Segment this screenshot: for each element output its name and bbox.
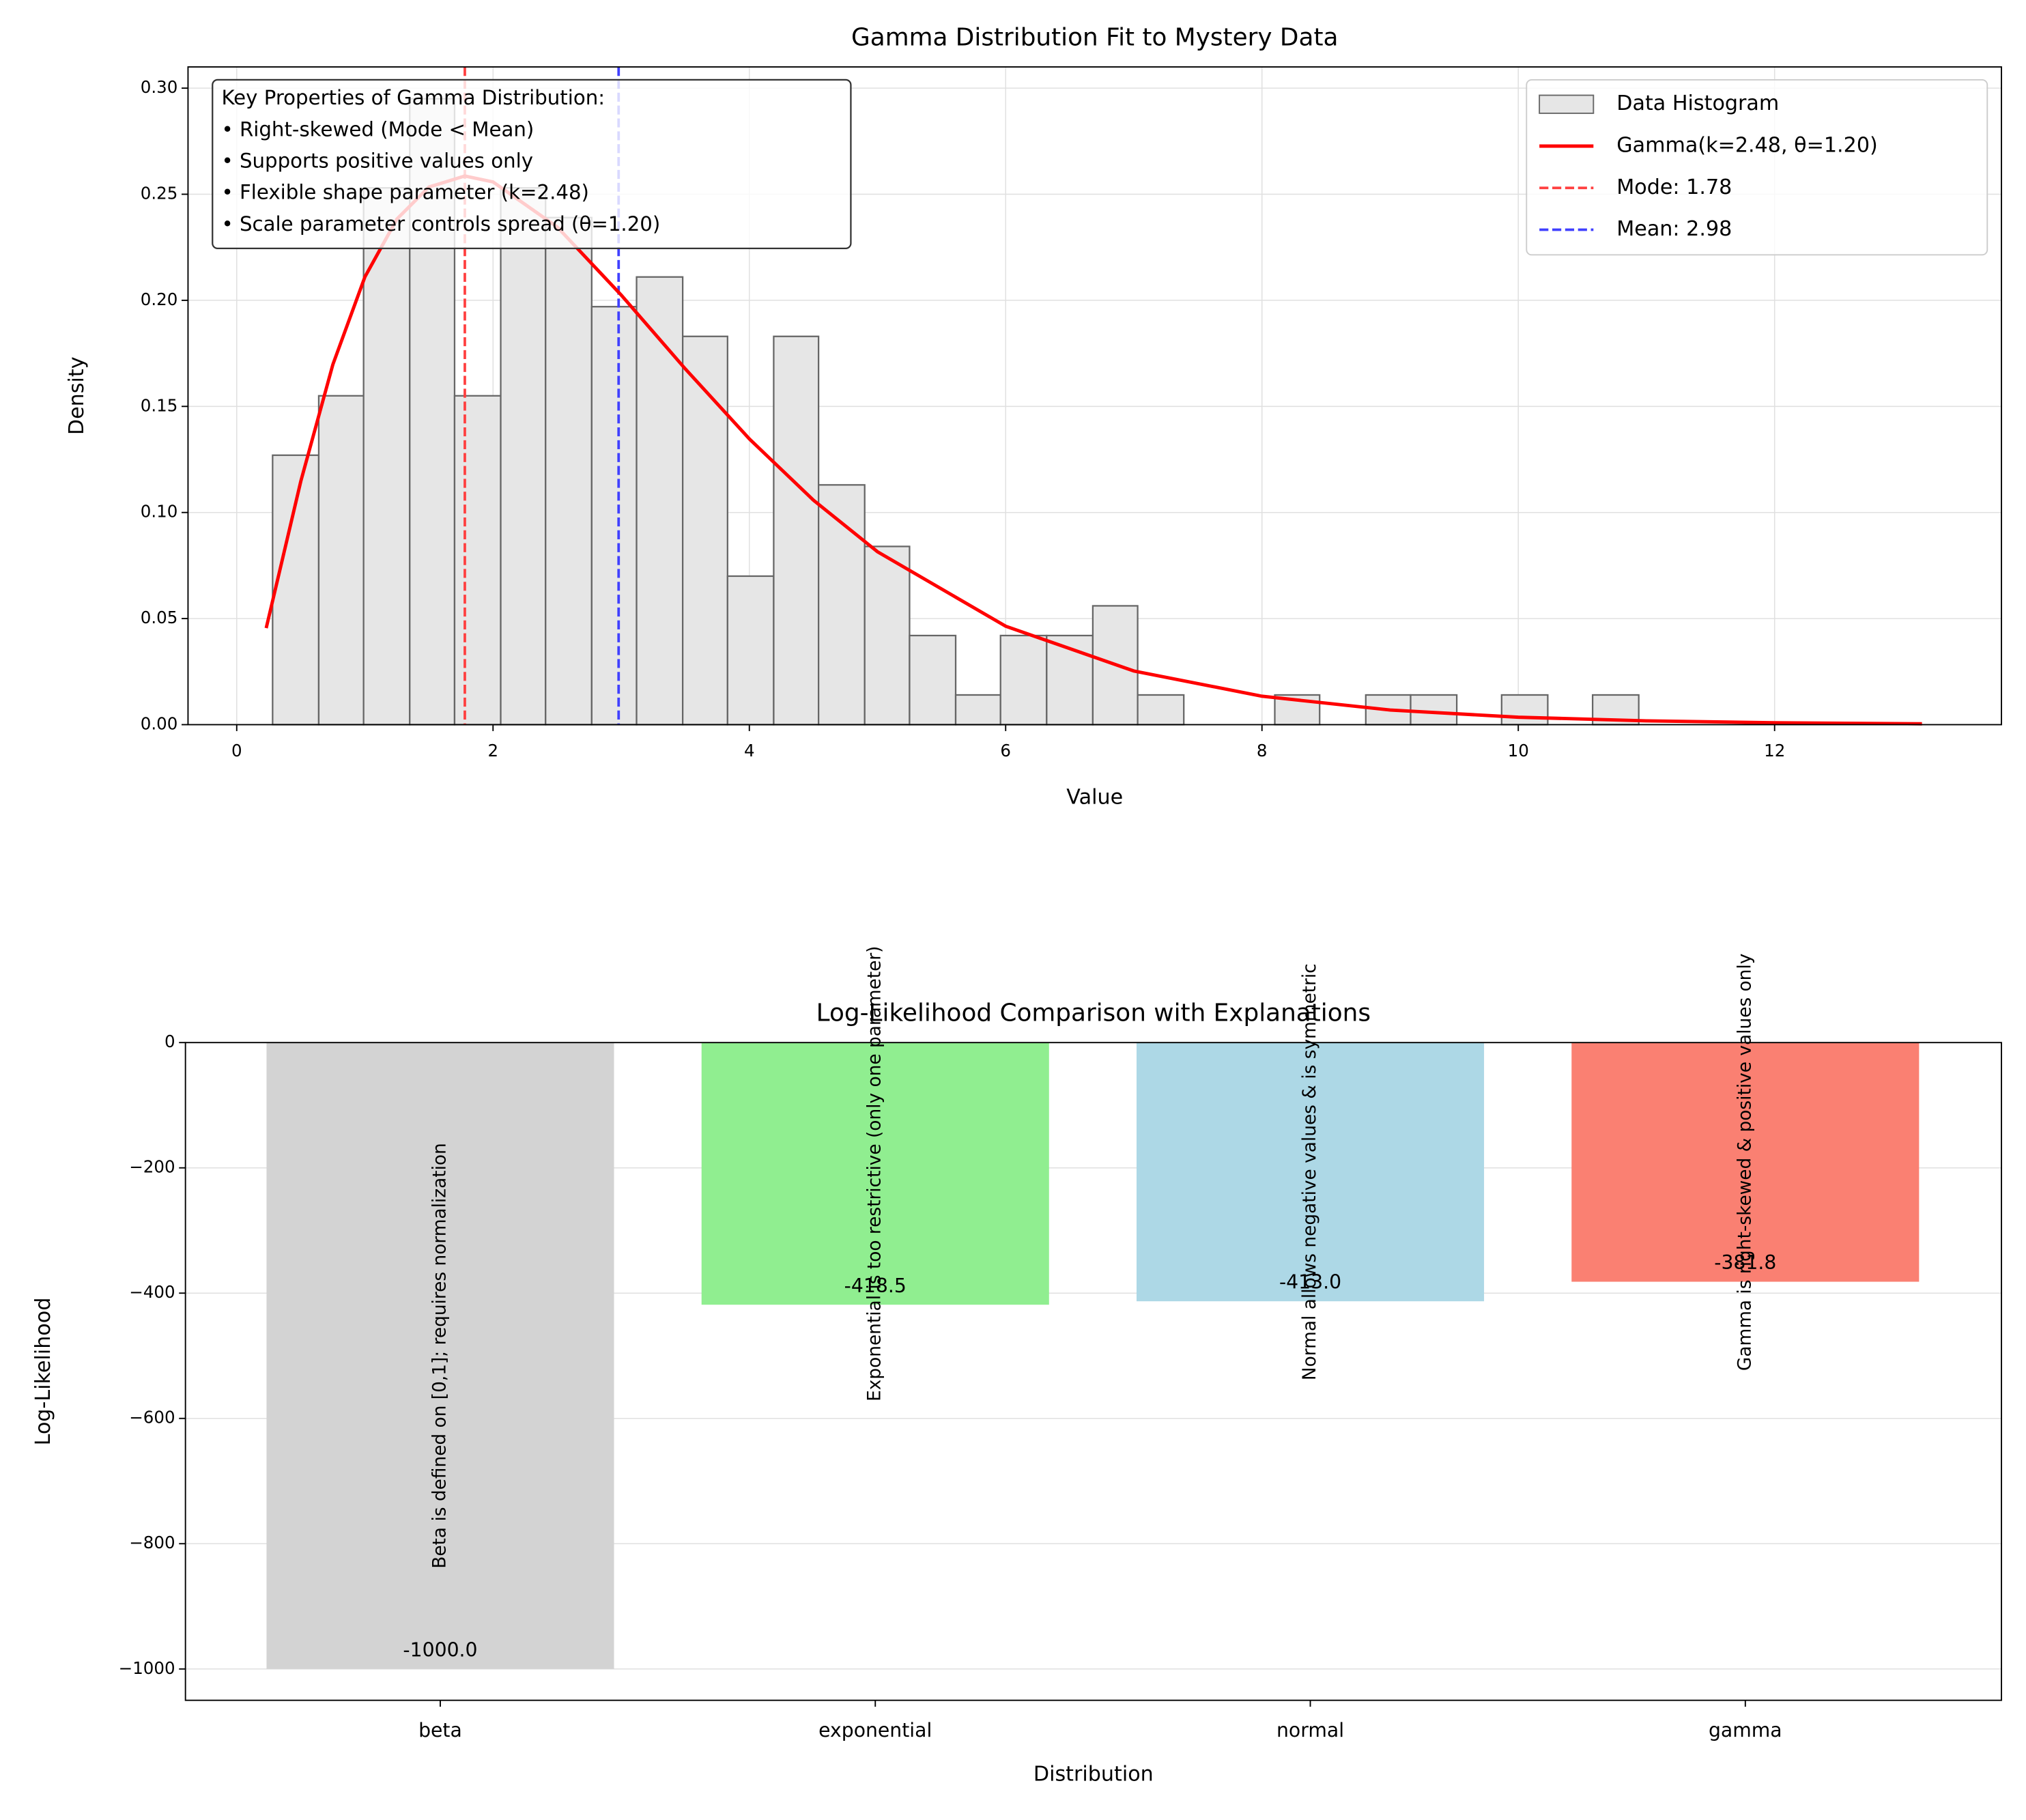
x-tick-label: normal [1276,1719,1344,1741]
histogram-bar [545,216,593,726]
histogram-bar [453,395,502,726]
chart-title: Log-Likelihood Comparison with Explanati… [816,999,1371,1027]
y-tick-label: −400 [129,1282,175,1302]
x-tick-label: 4 [744,741,755,760]
y-tick-label: 0.20 [141,289,178,309]
bar-annotation: Normal allows negative values & is symme… [1300,963,1320,1380]
x-tick-label: 0 [231,741,242,760]
y-tick-label: 0.15 [141,395,178,415]
y-tick-label: 0 [165,1032,175,1051]
y-tick-label: 0.30 [141,77,178,97]
histogram-bar [954,694,1001,726]
histogram-bar [272,454,320,726]
bar-annotation: Exponential is too restrictive (only one… [865,945,885,1401]
histogram-bar [909,634,957,726]
text-box-line: • Supports positive values only [221,150,533,173]
text-box-line: • Scale parameter controls spread (θ=1.2… [221,212,660,236]
histogram-bar [636,276,684,726]
text-box [212,79,852,250]
histogram-bar [999,634,1048,726]
histogram-bar [726,575,775,726]
text-box-line: • Flexible shape parameter (k=2.48) [221,181,589,204]
x-tick-label: beta [418,1719,462,1741]
legend-box [1526,79,1988,256]
y-axis-label: Density [65,356,89,435]
text-box-line: • Right-skewed (Mode < Mean) [221,117,534,141]
histogram-bar [1137,694,1185,726]
bar-annotation: Gamma is right-skewed & positive values … [1735,954,1755,1371]
histogram-bar [317,395,365,726]
histogram-bar [864,545,911,726]
bar [1571,1042,1920,1282]
histogram-bar [1500,694,1549,726]
chart-title: Gamma Distribution Fit to Mystery Data [851,24,1338,52]
y-tick-label: −1000 [119,1658,175,1678]
x-tick-label: 10 [1508,741,1529,760]
x-tick-label: gamma [1709,1719,1782,1741]
histogram-bar [362,187,411,726]
bar [701,1042,1049,1305]
value-label: -1000.0 [403,1638,477,1661]
histogram-bar [773,335,820,726]
value-label: -413.0 [1279,1271,1341,1294]
y-tick-label: 0.00 [141,713,178,733]
histogram-bar [590,306,638,726]
y-tick-label: −600 [129,1408,175,1427]
legend-swatch [1539,94,1595,114]
x-tick-label: exponential [818,1719,932,1741]
legend-label: Data Histogram [1616,91,1779,115]
bar [266,1042,614,1669]
histogram-bar [1410,694,1458,726]
x-axis-label: Distribution [1033,1763,1154,1787]
x-axis-label: Value [1066,785,1123,809]
x-tick-label: 8 [1257,741,1268,760]
y-tick-label: 0.05 [141,608,178,627]
text-box-line: Key Properties of Gamma Distribution: [221,86,605,109]
x-tick-label: 6 [1000,741,1011,760]
x-tick-label: 2 [487,741,498,760]
histogram-bar [500,187,547,726]
histogram-bar [681,335,728,726]
value-label: -381.8 [1714,1251,1776,1274]
axes-frame [187,66,2002,726]
x-tick-label: 12 [1764,741,1785,760]
bar [1137,1042,1485,1302]
axes-frame [184,1042,2002,1701]
y-tick-label: 0.25 [141,184,178,203]
y-tick-label: 0.10 [141,502,178,522]
legend-label: Mode: 1.78 [1616,175,1732,199]
legend-label: Mean: 2.98 [1616,217,1732,241]
y-tick-label: −800 [129,1533,175,1552]
y-tick-label: −200 [129,1157,175,1177]
y-axis-label: Log-Likelihood [31,1298,55,1446]
bar-annotation: Beta is defined on [0,1]; requires norma… [429,1143,450,1569]
value-label: -418.5 [844,1275,907,1297]
legend-label: Gamma(k=2.48, θ=1.20) [1616,133,1878,157]
